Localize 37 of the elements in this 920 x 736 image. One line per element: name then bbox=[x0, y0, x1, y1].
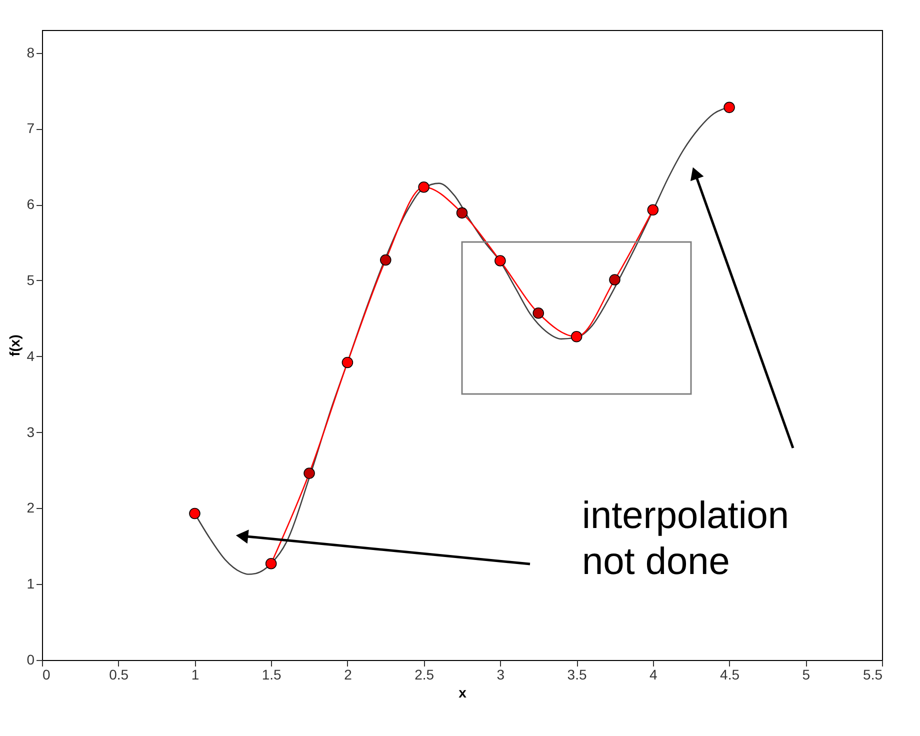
y-axis-title: f(x) bbox=[6, 334, 23, 356]
y-tick-label: 3 bbox=[26, 424, 35, 440]
x-tick-label: 2.5 bbox=[414, 666, 434, 682]
x-tick-label: 1.5 bbox=[262, 666, 282, 682]
point bbox=[418, 181, 430, 193]
x-tick-label: 0.5 bbox=[109, 666, 129, 682]
x-tick-label: 4.5 bbox=[720, 666, 740, 682]
x-tick-label: 5 bbox=[802, 666, 810, 682]
point bbox=[647, 204, 659, 216]
point bbox=[380, 254, 392, 266]
x-tick-label: 3.5 bbox=[567, 666, 587, 682]
y-tick-label: 6 bbox=[26, 196, 35, 212]
y-tick-label: 5 bbox=[26, 272, 35, 288]
annotation: interpolation not done bbox=[582, 495, 790, 583]
point bbox=[570, 331, 582, 342]
point bbox=[456, 207, 468, 219]
point bbox=[189, 508, 200, 520]
x-tick-label: 3 bbox=[496, 666, 505, 682]
x-tick-label: 5.5 bbox=[863, 666, 883, 682]
y-tick-label: 8 bbox=[26, 44, 35, 60]
point bbox=[265, 558, 277, 570]
x-tick-label: 4 bbox=[650, 666, 658, 682]
x-tick-label: 2 bbox=[344, 666, 352, 682]
y-tick-label: 4 bbox=[26, 348, 35, 364]
y-tick-label: 0 bbox=[26, 652, 35, 668]
point bbox=[532, 307, 544, 319]
y-tick-label: 1 bbox=[26, 576, 35, 592]
point bbox=[609, 274, 620, 286]
y-tick-label: 2 bbox=[26, 500, 35, 516]
point bbox=[304, 468, 315, 479]
y-tick-label: 7 bbox=[26, 120, 35, 136]
point bbox=[342, 356, 354, 368]
x-tick-label: 0 bbox=[42, 666, 50, 682]
x-axis-title: x bbox=[458, 684, 467, 700]
point bbox=[724, 102, 735, 114]
point bbox=[494, 255, 506, 266]
x-tick-label: 1 bbox=[191, 666, 200, 682]
